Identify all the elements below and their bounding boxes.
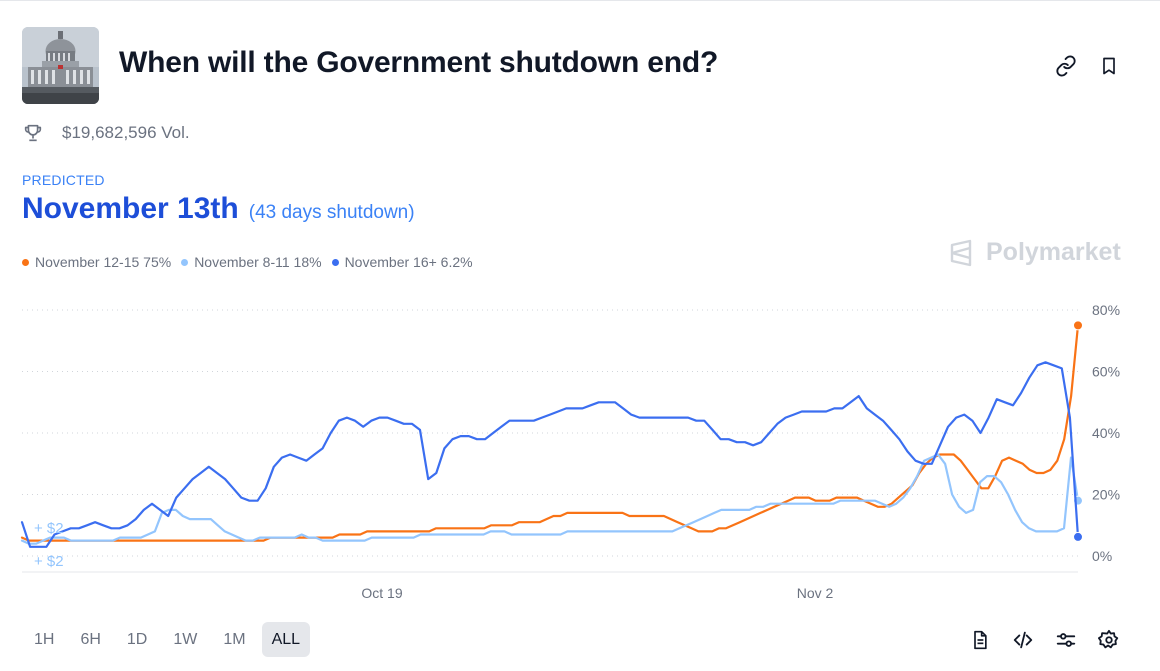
time-range-tabs: 1H 6H 1D 1W 1M ALL	[24, 622, 311, 657]
x-axis: Oct 19 Nov 2	[361, 585, 833, 601]
series-line-0	[20, 324, 1080, 542]
legend-label: November 12-15 75%	[35, 254, 172, 270]
series-lines	[20, 320, 1083, 548]
range-tab-1w[interactable]: 1W	[173, 631, 198, 648]
trade-annotation: + $2	[34, 553, 64, 570]
chart-legend: November 12-15 75% November 8-11 18% Nov…	[22, 254, 473, 270]
predicted-label: PREDICTED	[22, 172, 105, 188]
polymarket-logo-icon	[950, 239, 972, 266]
y-tick-label: 60%	[1092, 364, 1120, 380]
range-tab-all[interactable]: ALL	[261, 622, 311, 657]
legend-item-november-8-11[interactable]: November 8-11 18%	[181, 254, 322, 270]
range-tab-6h[interactable]: 6H	[80, 631, 101, 648]
y-tick-label: 20%	[1092, 487, 1120, 503]
series-line-1	[20, 453, 1080, 545]
legend-dot-orange	[22, 258, 29, 266]
legend-item-november-16-plus[interactable]: November 16+ 6.2%	[331, 254, 473, 270]
capitol-building-image	[22, 27, 99, 104]
link-icon[interactable]	[1053, 53, 1079, 79]
top-divider	[0, 0, 1160, 1]
document-icon[interactable]	[968, 628, 992, 652]
market-title: When will the Government shutdown end?	[119, 46, 719, 79]
sliders-icon[interactable]	[1054, 628, 1078, 652]
range-tab-1d[interactable]: 1D	[126, 631, 148, 648]
market-thumbnail	[22, 27, 99, 104]
trade-annotations: + $2 + $2	[34, 520, 64, 570]
predicted-detail: (43 days shutdown)	[248, 202, 415, 223]
bookmark-icon[interactable]	[1096, 53, 1122, 79]
range-tab-1m[interactable]: 1M	[223, 631, 246, 648]
y-axis: 80% 60% 40% 20% 0%	[1092, 302, 1120, 564]
predicted-value: November 13th	[22, 192, 239, 225]
series-line-2	[20, 361, 1080, 548]
legend-label: November 8-11 18%	[194, 254, 322, 270]
y-tick-label: 80%	[1092, 302, 1120, 318]
embed-code-icon[interactable]	[1011, 628, 1035, 652]
polymarket-watermark: Polymarket	[948, 238, 1121, 267]
brand-name: Polymarket	[986, 238, 1121, 266]
volume-row: $19,682,596 Vol.	[22, 122, 190, 144]
x-tick-label: Nov 2	[797, 585, 834, 601]
predicted-outcome: November 13th (43 days shutdown)	[22, 192, 415, 226]
probability-chart[interactable]: Oct 19 Nov 2 80% 60% 40% 20% 0% + $2 + $2	[0, 290, 1160, 610]
series-end-point-0	[1073, 320, 1083, 331]
y-tick-label: 0%	[1092, 548, 1112, 564]
range-tab-1h[interactable]: 1H	[34, 631, 55, 648]
settings-gear-icon[interactable]	[1097, 628, 1121, 652]
legend-dot-light-blue	[181, 258, 189, 266]
series-end-point-2	[1073, 531, 1083, 542]
volume-text: $19,682,596 Vol.	[62, 123, 190, 142]
x-tick-label: Oct 19	[361, 585, 402, 601]
legend-item-november-12-15[interactable]: November 12-15 75%	[22, 254, 171, 270]
trade-annotation: + $2	[34, 520, 64, 537]
chart-grid	[22, 309, 1078, 573]
legend-dot-blue	[331, 258, 339, 266]
trophy-icon	[24, 124, 42, 142]
y-tick-label: 40%	[1092, 425, 1120, 441]
legend-label: November 16+ 6.2%	[344, 254, 473, 270]
